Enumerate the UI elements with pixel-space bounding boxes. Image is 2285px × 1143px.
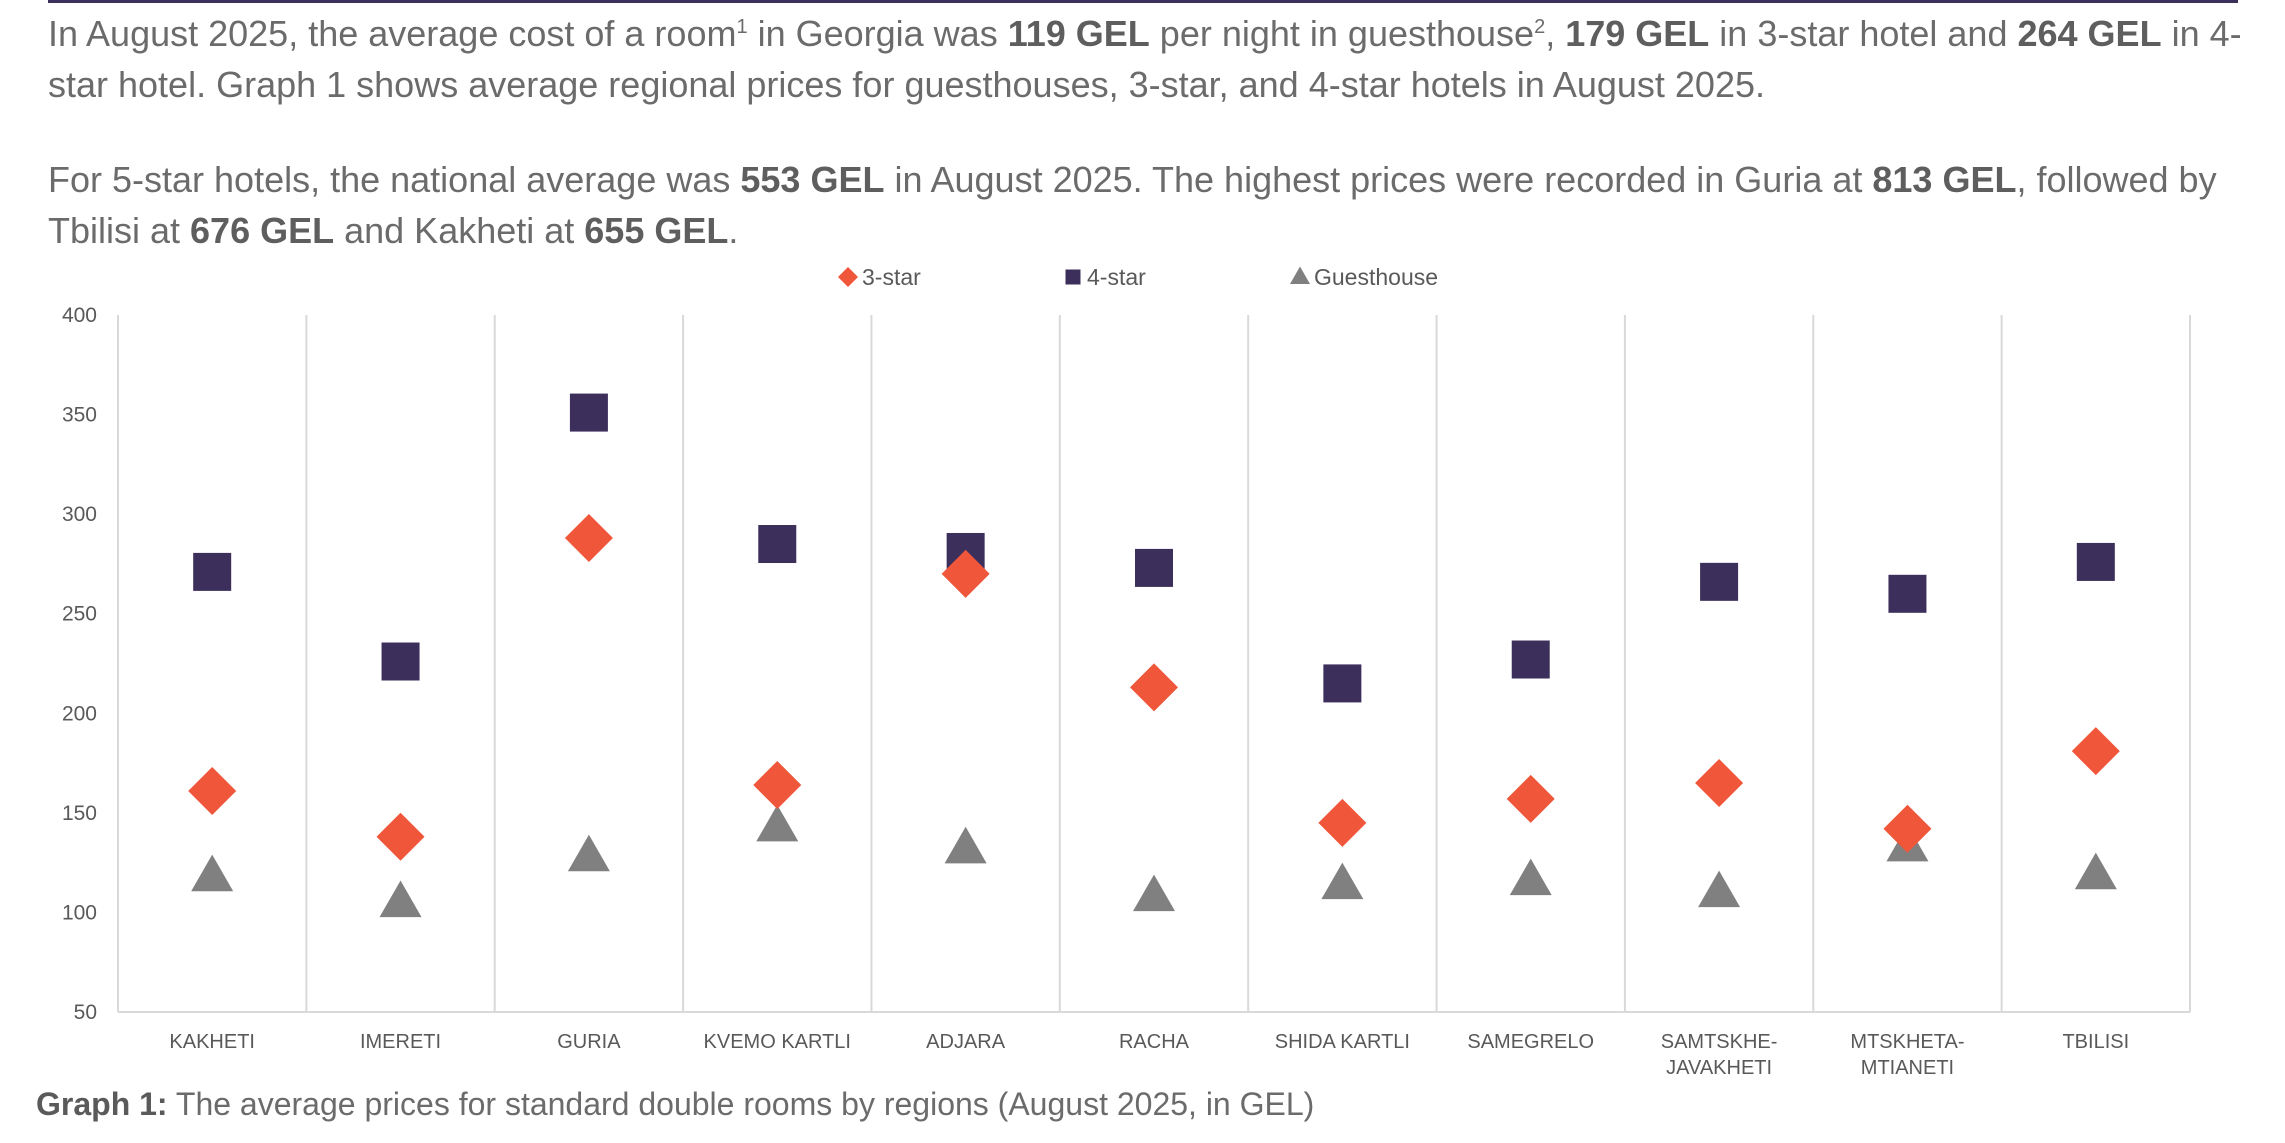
point-guesthouse xyxy=(756,804,799,842)
point-guesthouse xyxy=(1698,870,1741,908)
legend-label: Guesthouse xyxy=(1314,264,1438,290)
x-tick-label: RACHA xyxy=(1119,1031,1190,1053)
x-tick-label: MTSKHETA-MTIANETI xyxy=(1850,1031,1964,1079)
point-guesthouse xyxy=(191,854,234,892)
y-tick-label: 300 xyxy=(62,503,97,526)
price-scatter-chart: 3-star 4-star Guesthouse 50 100 150 200 250 300… xyxy=(62,264,2191,1079)
point-4-star xyxy=(1700,562,1739,601)
point-4-star xyxy=(193,552,232,591)
y-tick-label: 50 xyxy=(74,1001,97,1024)
y-axis-ticks: 50 100 150 200 250 300 350 400 xyxy=(62,304,97,1024)
point-3-star xyxy=(376,812,425,861)
chart-legend: 3-star 4-star Guesthouse xyxy=(838,264,1438,290)
point-guesthouse xyxy=(1133,874,1175,912)
y-tick-label: 350 xyxy=(62,404,97,427)
point-3-star xyxy=(1506,774,1555,823)
point-3-star xyxy=(753,760,802,809)
point-3-star xyxy=(1883,804,1932,853)
y-tick-label: 150 xyxy=(62,802,97,825)
top-rule xyxy=(48,0,2238,3)
intro-paragraph-1: In August 2025, the average cost of a ro… xyxy=(48,13,2242,105)
point-3-star xyxy=(1318,798,1367,847)
chart-points xyxy=(188,393,2120,918)
x-tick-label: SAMTSKHE-JAVAKHETI xyxy=(1661,1031,1778,1079)
point-3-star xyxy=(188,766,237,815)
x-tick-label: KAKHETI xyxy=(169,1031,255,1053)
point-guesthouse xyxy=(379,880,422,918)
point-3-star xyxy=(1695,758,1744,807)
point-4-star xyxy=(1888,574,1927,613)
x-tick-label: ADJARA xyxy=(926,1031,1006,1053)
point-3-star xyxy=(1130,663,1178,712)
legend-marker-guesthouse xyxy=(1290,266,1310,284)
x-tick-label: GURIA xyxy=(557,1031,621,1053)
point-3-star xyxy=(2071,727,2120,776)
point-4-star xyxy=(1135,548,1173,587)
point-4-star xyxy=(381,642,420,681)
x-tick-label: SAMEGRELO xyxy=(1467,1031,1594,1053)
intro-paragraph-2: For 5-star hotels, the national average … xyxy=(48,159,2217,251)
legend-label: 4-star xyxy=(1087,264,1146,290)
point-4-star xyxy=(758,525,797,564)
x-tick-label: SHIDA KARTLI xyxy=(1275,1031,1410,1053)
series-4-star xyxy=(193,393,2115,703)
x-axis-ticks: KAKHETI IMERETI GURIA KVEMO KARTLI ADJARA RAC… xyxy=(169,1031,2129,1079)
point-guesthouse xyxy=(1509,858,1552,896)
point-4-star xyxy=(2076,542,2115,581)
point-3-star xyxy=(564,514,613,563)
point-guesthouse xyxy=(944,826,987,864)
legend-marker-4-star xyxy=(1065,269,1081,285)
point-3-star xyxy=(941,549,990,598)
x-tick-label: IMERETI xyxy=(360,1031,441,1053)
series-3-star xyxy=(188,514,2120,861)
y-tick-label: 400 xyxy=(62,304,97,327)
y-tick-label: 100 xyxy=(62,901,97,924)
legend-label: 3-star xyxy=(862,264,921,290)
point-guesthouse xyxy=(2074,852,2117,890)
point-4-star xyxy=(569,393,608,432)
x-tick-label: TBILISI xyxy=(2062,1031,2129,1053)
point-guesthouse xyxy=(1321,862,1364,900)
point-4-star xyxy=(1511,640,1550,679)
y-tick-label: 250 xyxy=(62,603,97,626)
legend-marker-3-star xyxy=(838,267,858,287)
chart-grid xyxy=(117,315,2191,1013)
point-guesthouse xyxy=(567,834,610,872)
x-tick-label: KVEMO KARTLI xyxy=(704,1031,851,1053)
y-tick-label: 200 xyxy=(62,702,97,725)
point-4-star xyxy=(1323,664,1362,703)
graph-caption: Graph 1: The average prices for standard… xyxy=(36,1086,1315,1122)
series-guesthouse xyxy=(191,804,2117,918)
